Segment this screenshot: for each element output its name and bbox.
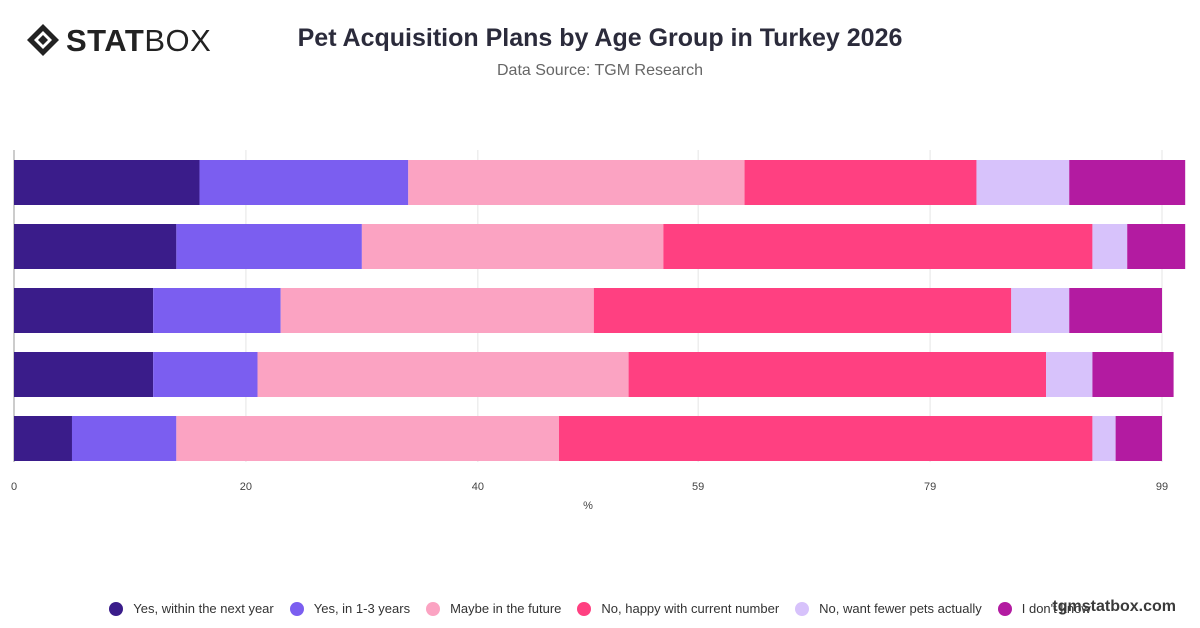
legend-item[interactable]: I don't know	[997, 601, 1091, 616]
bar-segment	[744, 160, 977, 205]
legend-swatch	[997, 601, 1012, 616]
bar-segment	[1011, 288, 1070, 333]
legend-item[interactable]: No, happy with current number	[577, 601, 779, 616]
x-axis-label: %	[583, 500, 593, 512]
chart-legend: Yes, within the next year Yes, in 1-3 yea…	[0, 601, 1200, 616]
bar-segment	[14, 352, 154, 397]
bar-segment	[1115, 416, 1162, 461]
legend-label: Yes, in 1-3 years	[313, 601, 411, 616]
legend-item[interactable]: Yes, in 1-3 years	[289, 601, 411, 616]
bar-segment	[14, 416, 72, 461]
bar-segment	[176, 224, 362, 269]
bar-segment	[1092, 224, 1128, 269]
legend-label: I don't know	[1021, 601, 1091, 616]
bar-segment	[628, 352, 1047, 397]
chart-subtitle: Data Source: TGM Research	[496, 62, 703, 79]
bar-segment	[361, 224, 664, 269]
stacked-bar-chart: 0 20 40 59 79 99%	[11, 150, 1186, 512]
legend-swatch	[426, 601, 441, 616]
x-tick-label: 99	[1156, 481, 1168, 493]
bar-segment	[14, 288, 154, 333]
x-tick-label: 20	[240, 481, 252, 493]
watermark: tgmstatbox.com	[1052, 598, 1176, 615]
bar-segment	[976, 160, 1070, 205]
x-tick-label: 40	[472, 481, 484, 493]
logo-text-light: BOX	[144, 22, 212, 58]
bar-segment	[559, 416, 1093, 461]
bar-segment	[257, 352, 629, 397]
legend-label: Maybe in the future	[450, 601, 562, 616]
legend-label: No, want fewer pets actually	[819, 601, 982, 616]
legend-swatch	[577, 601, 592, 616]
bar-segment	[1069, 160, 1186, 205]
statbox-logo: STATBOX	[26, 22, 211, 58]
bar-segment	[280, 288, 594, 333]
legend-label: No, happy with current number	[601, 601, 780, 616]
bar-segment	[199, 160, 409, 205]
bar-segment	[1046, 352, 1093, 397]
legend-item[interactable]: No, want fewer pets actually	[795, 601, 982, 616]
legend-swatch	[289, 601, 304, 616]
bar-segment	[153, 352, 258, 397]
bar-segment	[1092, 352, 1174, 397]
bar-segment	[14, 224, 177, 269]
bar-segment	[1069, 288, 1162, 333]
bar-segment	[663, 224, 1093, 269]
x-tick-label: 0	[11, 481, 17, 493]
bar-segment	[1127, 224, 1186, 269]
legend-item[interactable]: Yes, within the next year	[109, 601, 274, 616]
logo-wordmark: STATBOX	[66, 25, 211, 56]
legend-swatch	[109, 601, 124, 616]
x-tick-label: 79	[924, 481, 936, 493]
bar-segment	[176, 416, 560, 461]
bar-segment	[14, 160, 200, 205]
bar-segment	[593, 288, 1012, 333]
bar-segment	[71, 416, 177, 461]
bar-segment	[408, 160, 745, 205]
legend-item[interactable]: Maybe in the future	[426, 601, 561, 616]
legend-swatch	[795, 601, 810, 616]
bar-segment	[153, 288, 281, 333]
logo-text-bold: STAT	[66, 22, 145, 58]
statbox-logo-icon	[27, 24, 59, 56]
bar-segment	[1092, 416, 1116, 461]
legend-label: Yes, within the next year	[133, 601, 274, 616]
chart-title: Pet Acquisition Plans by Age Group in Tu…	[297, 24, 903, 52]
x-tick-label: 59	[692, 481, 704, 493]
